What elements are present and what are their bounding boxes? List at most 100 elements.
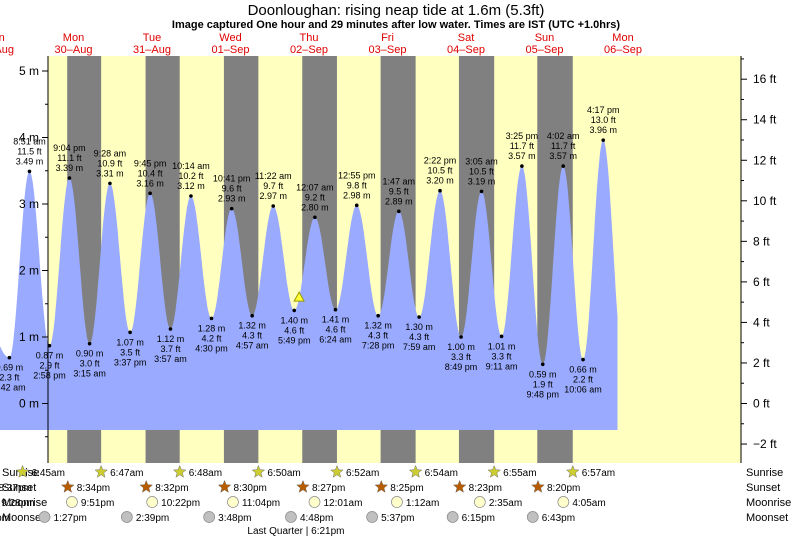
tide-curve <box>0 140 618 430</box>
sunset-time: 8:37pm <box>0 483 32 494</box>
right-tick-label: 14 ft <box>753 113 777 127</box>
tide-time-label: 9:45 pm <box>134 158 167 168</box>
tide-m-label: 0.90 m <box>76 349 104 359</box>
chart-title: Doonloughan: rising neap tide at 1.6m (5… <box>248 2 545 19</box>
left-tick-label: 3 m <box>19 197 39 211</box>
sunset-star-icon <box>139 479 153 493</box>
tide-ft-label: 10.2 ft <box>178 171 204 181</box>
tide-time-label: 10:41 pm <box>213 174 251 184</box>
high-tide-point <box>397 209 401 214</box>
tide-ft-label: 4.3 ft <box>242 331 263 341</box>
high-tide-point <box>108 181 112 186</box>
moonrise-time: 4:05am <box>572 498 605 509</box>
sunrise-star-icon <box>566 464 580 478</box>
moonset-moon-icon <box>285 511 297 523</box>
tide-ft-label: 10.5 ft <box>469 166 495 176</box>
tide-ft-label: 11.7 ft <box>510 141 535 151</box>
moonset-time: 3:48pm <box>218 513 251 524</box>
tide-time-label: 4:17 pm <box>587 105 620 115</box>
day-name: Fri <box>381 32 394 44</box>
tide-time-label: 6:24 am <box>319 335 352 345</box>
sunrise-time: 6:50am <box>267 468 300 479</box>
tide-ft-label: 2.3 ft <box>0 373 20 383</box>
moonrise-time: 10:22pm <box>161 498 200 509</box>
tide-ft-label: 11.7 ft <box>551 141 576 151</box>
tide-ft-label: 4.3 ft <box>368 331 389 341</box>
right-tick-label: 2 ft <box>753 356 770 370</box>
low-tide-point <box>87 341 92 346</box>
tide-ft-label: 9.8 ft <box>347 180 368 190</box>
tide-time-label: 3:15 am <box>73 369 106 379</box>
tide-ft-label: 2.9 ft <box>39 361 60 371</box>
sunrise-star-icon <box>408 464 423 478</box>
sunset-row-label-right: Sunset <box>746 482 780 494</box>
moonrise-row-label-left: Moonrise <box>2 497 47 509</box>
tide-ft-label: 13.0 ft <box>591 115 617 125</box>
tide-m-label: 3.96 m <box>589 125 617 135</box>
tide-m-label: 3.12 m <box>177 181 205 191</box>
sunset-time: 8:27pm <box>312 483 345 494</box>
low-tide-point <box>376 313 380 318</box>
moonrise-time: 12:01am <box>324 498 363 509</box>
astro-rows: SunriseSunrise6:45am6:47am6:48am6:50am6:… <box>0 464 791 537</box>
moonrise-time: 11:04pm <box>242 498 280 509</box>
low-tide-point <box>459 335 463 339</box>
tide-time-label: 7:28 pm <box>362 341 395 351</box>
right-tick-label: 0 ft <box>753 397 770 411</box>
low-tide-point <box>292 308 297 313</box>
low-tide-point <box>47 343 52 348</box>
tide-ft-label: 10.4 ft <box>138 168 164 178</box>
current-level-marker <box>293 291 305 302</box>
sunset-star-icon <box>531 479 545 493</box>
tide-m-label: 1.28 m <box>198 323 226 333</box>
day-header: Sun29–AugMon30–AugTue31–AugWed01–SepThu0… <box>0 32 642 56</box>
tide-time-label: 9:11 am <box>486 361 518 371</box>
sunrise-time: 6:48am <box>189 468 222 479</box>
tide-time-label: 3:37 pm <box>114 357 147 367</box>
tide-ft-label: 4.3 ft <box>409 332 430 342</box>
sunset-time: 8:34pm <box>77 483 110 494</box>
left-tick-label: 0 m <box>19 397 39 411</box>
tide-time-label: 10:14 am <box>172 161 210 171</box>
high-tide-point <box>561 164 565 168</box>
tide-ft-label: 9.5 ft <box>389 186 410 196</box>
low-tide-point <box>417 315 421 319</box>
tide-ft-label: 9.6 ft <box>222 184 243 194</box>
left-tick-label: 1 m <box>19 330 39 344</box>
tide-m-label: 1.00 m <box>447 342 475 352</box>
tide-m-label: 0.87 m <box>36 351 64 361</box>
day-name: Thu <box>300 32 319 44</box>
left-tick-label: 4 m <box>19 131 39 145</box>
day-name: Mon <box>63 32 84 44</box>
low-tide-point <box>250 313 254 318</box>
sunset-star-icon <box>452 479 467 493</box>
tide-m-label: 3.57 m <box>508 151 536 161</box>
moonrise-time: 9:28pm <box>1 498 34 509</box>
tide-time-label: 2:22 pm <box>424 156 457 166</box>
tide-m-label: 1.30 m <box>405 322 433 332</box>
sunrise-star-icon <box>487 464 501 478</box>
sunset-row-label-left: Sunset <box>2 482 36 494</box>
tide-m-label: 1.01 m <box>488 341 516 351</box>
tide-ft-label: 4.6 ft <box>325 325 346 335</box>
tide-points <box>7 138 606 367</box>
tide-time-label: 2:42 am <box>0 383 26 393</box>
tide-ft-label: 3.5 ft <box>120 347 141 357</box>
high-tide-point <box>27 169 32 174</box>
sunset-time: 8:30pm <box>234 483 267 494</box>
tide-m-label: 1.07 m <box>116 337 144 347</box>
tide-ft-label: 9.2 ft <box>305 192 326 202</box>
moonrise-row-label-right: Moonrise <box>746 497 791 509</box>
chart-subtitle: Image captured One hour and 29 minutes a… <box>172 19 621 31</box>
day-name: Sun <box>535 32 555 44</box>
moonset-time: 6:15pm <box>462 513 495 524</box>
tide-ft-label: 4.6 ft <box>284 325 305 335</box>
tide-ft-label: 11.5 ft <box>17 146 42 156</box>
right-tick-label: 6 ft <box>753 275 770 289</box>
sunset-time: 8:32pm <box>155 483 188 494</box>
left-tick-label: 5 m <box>19 64 39 78</box>
moonrise-moon-icon <box>227 496 239 508</box>
day-name: Wed <box>219 32 241 44</box>
tide-m-label: 1.41 m <box>322 315 350 325</box>
day-date: 30–Aug <box>55 44 93 56</box>
